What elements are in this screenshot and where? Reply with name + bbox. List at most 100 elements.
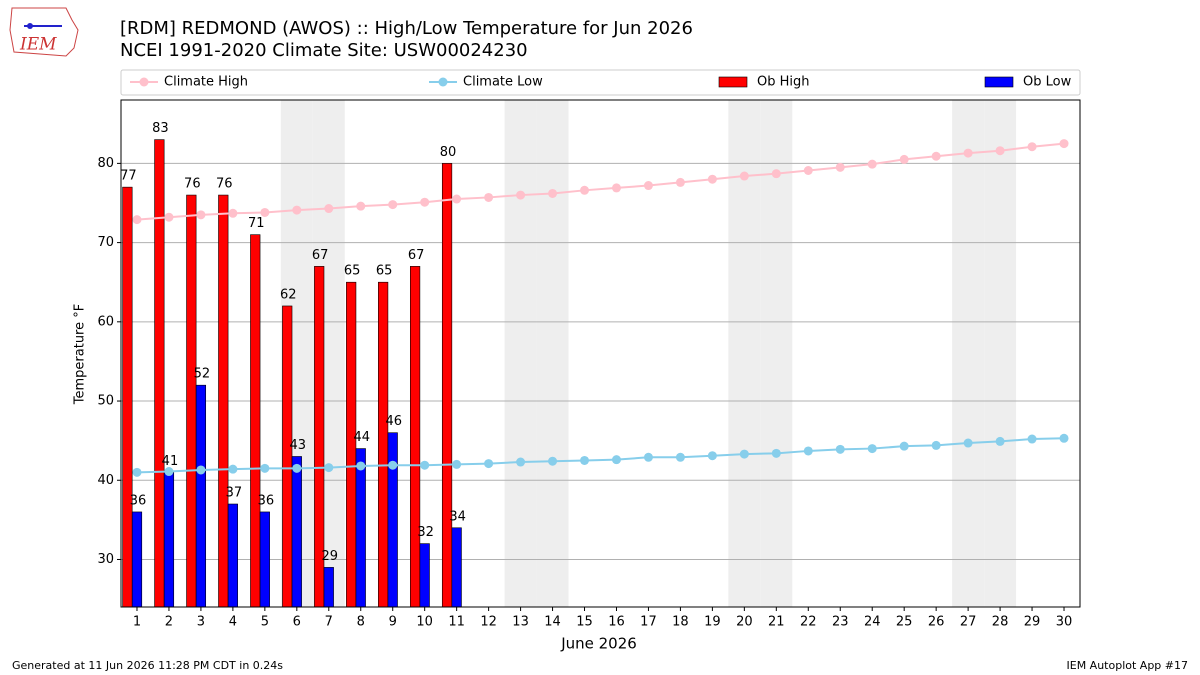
line-marker xyxy=(867,444,877,454)
bar-label: 67 xyxy=(408,248,425,263)
y-axis-label: Temperature °F xyxy=(73,304,88,405)
line-marker xyxy=(931,151,941,161)
line-marker xyxy=(611,455,621,465)
line-marker xyxy=(835,162,845,172)
line-marker xyxy=(707,451,717,461)
line-marker xyxy=(739,449,749,459)
line-marker xyxy=(452,194,462,204)
bar xyxy=(291,456,302,608)
line-marker xyxy=(899,441,909,451)
bar xyxy=(419,543,430,608)
x-tick-label: 18 xyxy=(672,615,689,630)
line-marker xyxy=(260,463,270,473)
weekend-shade xyxy=(536,100,569,607)
x-tick-label: 25 xyxy=(896,615,913,630)
bar-label: 67 xyxy=(312,248,329,263)
x-tick-label: 26 xyxy=(928,615,945,630)
bar-label: 65 xyxy=(376,264,393,279)
plot-frame xyxy=(120,99,1081,608)
logo-dot xyxy=(27,23,33,29)
x-tick-label: 27 xyxy=(960,615,977,630)
chart-title: [RDM] REDMOND (AWOS) :: High/Low Tempera… xyxy=(120,18,693,39)
line-marker xyxy=(803,446,813,456)
bar xyxy=(323,567,334,608)
bar-label: 71 xyxy=(248,216,265,231)
line-marker xyxy=(388,200,398,210)
line-marker xyxy=(388,460,398,470)
line-marker xyxy=(963,438,973,448)
x-tick-label: 30 xyxy=(1056,615,1073,630)
bar-label: 83 xyxy=(152,121,169,136)
line-marker xyxy=(228,464,238,474)
y-tick-label: 70 xyxy=(97,235,114,250)
legend-swatch xyxy=(984,76,1014,88)
bar-label: 37 xyxy=(226,486,243,501)
legend-swatch xyxy=(718,76,748,88)
legend-label: Ob Low xyxy=(1023,75,1072,90)
line-marker xyxy=(771,169,781,179)
x-tick-label: 16 xyxy=(608,615,625,630)
bar-label: 65 xyxy=(344,264,361,279)
weekend-shade xyxy=(504,100,537,607)
line-marker xyxy=(548,188,558,198)
line-marker xyxy=(324,204,334,214)
bar-label: 76 xyxy=(216,177,233,192)
bar-label: 77 xyxy=(120,169,137,184)
x-tick-label: 2 xyxy=(165,615,173,630)
line-marker xyxy=(963,148,973,158)
y-tick-label: 30 xyxy=(97,552,114,567)
line xyxy=(136,437,1065,474)
x-tick-label: 21 xyxy=(768,615,785,630)
bar xyxy=(250,234,261,608)
bar-label: 32 xyxy=(417,525,434,540)
x-tick-label: 23 xyxy=(832,615,849,630)
line-marker xyxy=(867,159,877,169)
bar xyxy=(227,503,238,608)
line-marker xyxy=(292,205,302,215)
line-marker xyxy=(675,452,685,462)
line-marker xyxy=(484,192,494,202)
line-marker xyxy=(356,201,366,211)
bar xyxy=(282,305,293,608)
x-tick-label: 14 xyxy=(544,615,561,630)
legend-marker xyxy=(438,77,448,87)
y-tick-label: 50 xyxy=(97,394,114,409)
bar-label: 80 xyxy=(440,145,457,160)
line-marker xyxy=(995,436,1005,446)
line-marker xyxy=(132,215,142,225)
line-marker xyxy=(196,465,206,475)
line-marker xyxy=(675,177,685,187)
line-marker xyxy=(196,210,206,220)
line-marker xyxy=(771,448,781,458)
bar xyxy=(154,139,165,608)
x-tick-label: 28 xyxy=(992,615,1009,630)
line-marker xyxy=(164,212,174,222)
bar xyxy=(259,511,270,608)
line-marker xyxy=(643,452,653,462)
bar-label: 34 xyxy=(449,509,466,524)
weekend-shade xyxy=(984,100,1017,607)
x-tick-label: 24 xyxy=(864,615,881,630)
bar xyxy=(195,384,207,608)
line-marker xyxy=(484,459,494,469)
x-tick-label: 7 xyxy=(325,615,333,630)
line-marker xyxy=(1059,433,1069,443)
bar-label: 52 xyxy=(194,367,211,382)
bar xyxy=(186,194,197,608)
line-marker xyxy=(835,444,845,454)
line-marker xyxy=(164,467,174,477)
line-marker xyxy=(707,174,717,184)
line-marker xyxy=(420,197,430,207)
bar xyxy=(163,472,175,608)
line-marker xyxy=(643,181,653,191)
x-tick-label: 12 xyxy=(480,615,497,630)
y-tick-label: 80 xyxy=(97,156,114,171)
bar-label: 44 xyxy=(353,430,370,445)
line-marker xyxy=(899,154,909,164)
line-marker xyxy=(580,185,590,195)
logo-text: IEM xyxy=(19,35,57,55)
bar-label: 76 xyxy=(184,177,201,192)
x-tick-label: 15 xyxy=(576,615,593,630)
bar-label: 43 xyxy=(290,438,307,453)
